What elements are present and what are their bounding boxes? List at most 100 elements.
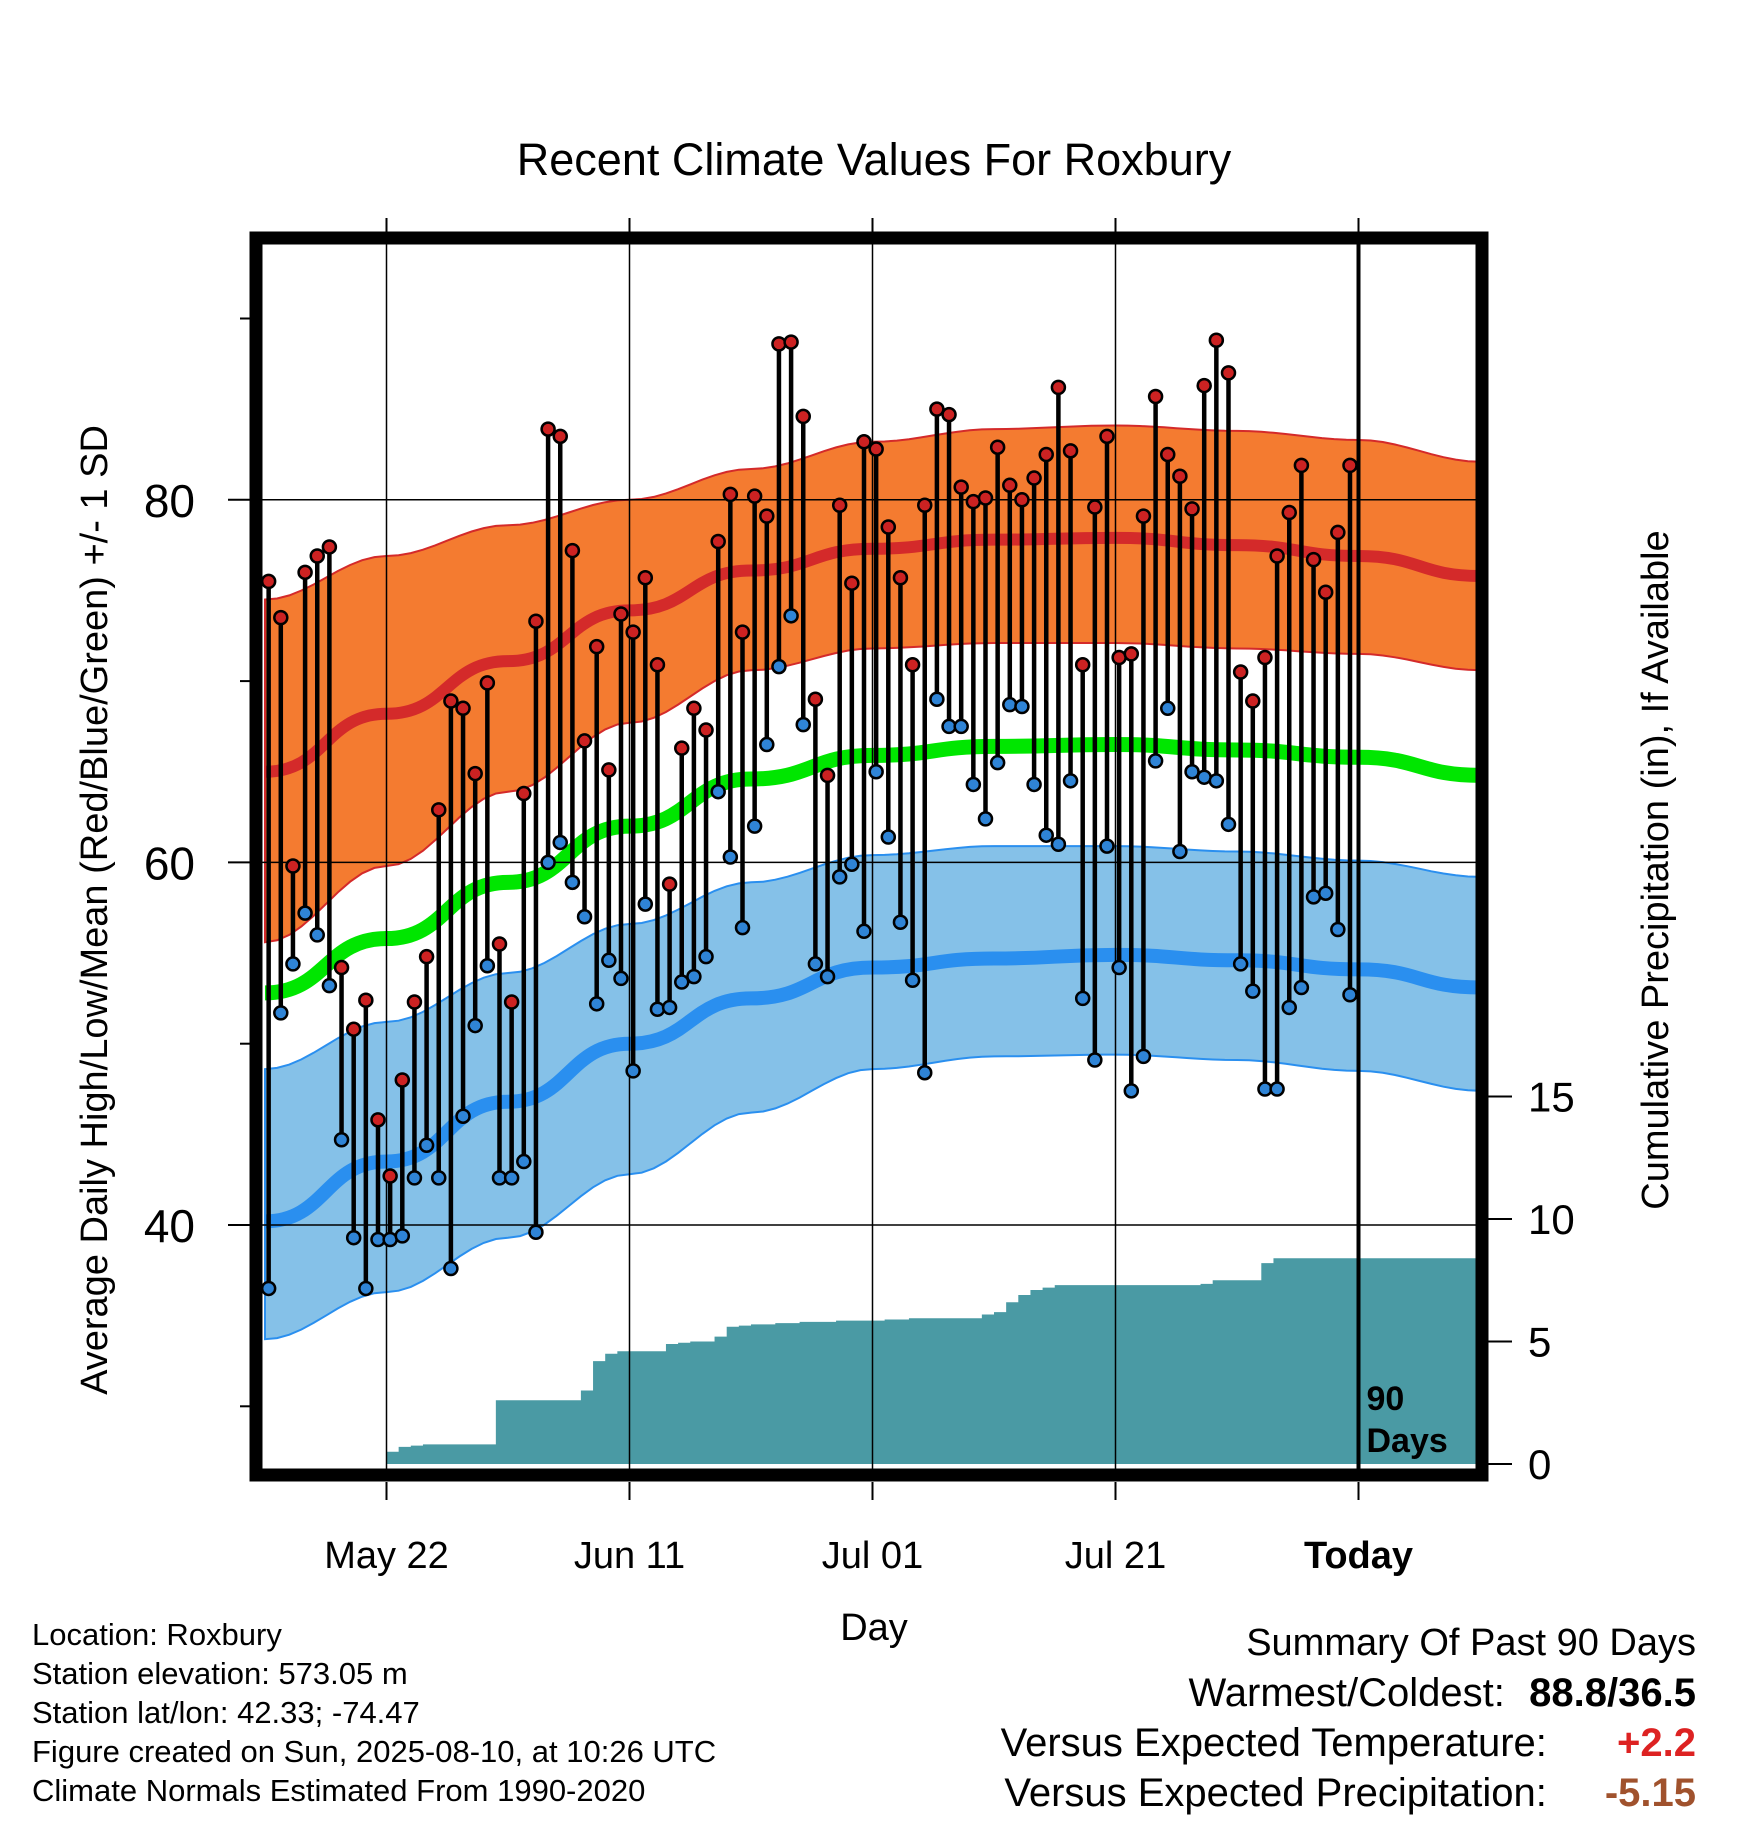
daily-low-point: [394, 1228, 411, 1244]
daily-high-point: [746, 488, 763, 504]
daily-high-point: [1002, 477, 1018, 494]
daily-high-point: [783, 334, 799, 350]
daily-high-point: [904, 657, 921, 673]
daily-high-point: [661, 876, 678, 892]
daily-low-point: [443, 1260, 459, 1277]
daily-low-point: [406, 1170, 423, 1186]
daily-high-point: [1281, 504, 1297, 521]
daily-low-point: [1014, 698, 1030, 715]
daily-low-point: [904, 972, 921, 988]
daily-low-point: [588, 996, 605, 1012]
daily-high-point: [1208, 332, 1225, 349]
y-tick-label: 40: [144, 1200, 195, 1252]
x-tick-label: Jun 11: [574, 1535, 685, 1577]
daily-low-point: [601, 952, 617, 969]
daily-low-point: [686, 968, 702, 985]
daily-high-point: [358, 992, 374, 1008]
x-tick-label: May 22: [324, 1535, 449, 1577]
x-tick-label: Today: [1304, 1535, 1413, 1577]
x-tick-label: Jul 01: [822, 1535, 923, 1577]
station-elevation: Station elevation: 573.05 m: [32, 1656, 408, 1691]
daily-low-point: [807, 956, 824, 972]
daily-low-point: [698, 948, 714, 965]
daily-high-point: [1172, 468, 1188, 484]
daily-high-point: [1099, 428, 1115, 445]
daily-high-point: [552, 428, 568, 445]
daily-high-point: [831, 497, 848, 513]
daily-high-point: [601, 762, 617, 778]
daily-low-point: [1087, 1052, 1103, 1068]
daily-high-point: [1135, 508, 1152, 524]
summary-panel: Summary Of Past 90 Days Warmest/Coldest:…: [1001, 1618, 1696, 1818]
daily-low-point: [783, 608, 799, 624]
precip-value: -5.15: [1604, 1771, 1696, 1815]
daily-high-point: [710, 533, 726, 550]
daily-high-point: [479, 675, 496, 691]
daily-high-point: [880, 519, 897, 535]
daily-low-point: [1123, 1083, 1140, 1099]
daily-low-point: [710, 783, 726, 800]
daily-high-point: [309, 548, 325, 564]
daily-low-point: [528, 1224, 544, 1241]
chart-title: Recent Climate Values For Roxbury: [517, 134, 1232, 185]
daily-low-point: [625, 1063, 641, 1079]
daily-low-point: [1026, 776, 1042, 793]
daily-high-point: [1293, 457, 1310, 474]
daily-high-point: [1147, 388, 1164, 405]
daily-high-point: [406, 994, 423, 1010]
daily-low-point: [1111, 959, 1127, 976]
daily-high-point: [1330, 524, 1346, 541]
daily-high-point: [1196, 377, 1212, 394]
daily-high-point: [868, 441, 884, 457]
daily-low-point: [273, 1005, 289, 1021]
daily-low-point: [1147, 753, 1164, 769]
daily-low-point: [722, 849, 739, 865]
daily-low-point: [1062, 773, 1079, 789]
daily-low-point: [989, 754, 1006, 771]
daily-low-point: [795, 716, 811, 733]
daily-low-point: [309, 927, 325, 943]
y-tick-label: 60: [144, 837, 195, 889]
daily-high-point: [625, 624, 641, 640]
y-tick-label: 80: [144, 475, 195, 527]
daily-high-point: [673, 740, 690, 756]
daily-low-point: [929, 691, 945, 707]
daily-high-point: [819, 767, 836, 784]
daily-low-point: [1159, 700, 1176, 717]
daily-high-point: [807, 691, 824, 707]
daily-high-point: [1014, 492, 1030, 508]
summary-temp-row: Versus Expected Temperature: +2.2: [1001, 1718, 1696, 1768]
daily-low-point: [1038, 827, 1054, 843]
temp-label: Versus Expected Temperature:: [1000, 1721, 1547, 1765]
daily-low-point: [564, 874, 581, 891]
summary-warmest-row: Warmest/Coldest: 88.8/36.5: [1001, 1668, 1697, 1718]
station-info: Location: Roxbury Station elevation: 573…: [32, 1615, 716, 1810]
daily-high-point: [1342, 457, 1358, 474]
daily-low-point: [1293, 979, 1310, 996]
daily-high-point: [1269, 548, 1285, 564]
daily-low-point: [734, 919, 751, 936]
daily-high-point: [285, 858, 301, 874]
daily-high-point: [1305, 551, 1322, 568]
daily-high-point: [370, 1112, 386, 1128]
daily-low-point: [1208, 773, 1225, 789]
daily-high-point: [503, 994, 520, 1010]
daily-high-point: [1159, 446, 1176, 463]
daily-high-point: [795, 408, 811, 425]
daily-high-point: [1050, 379, 1067, 396]
daily-high-point: [1232, 664, 1249, 680]
daily-high-point: [273, 609, 289, 626]
daily-low-point: [819, 968, 836, 985]
daily-low-point: [1184, 764, 1200, 780]
daily-high-point: [528, 613, 544, 630]
daily-low-point: [260, 1280, 277, 1297]
daily-low-point: [880, 829, 897, 845]
daily-high-point: [430, 802, 447, 818]
daily-low-point: [844, 856, 860, 872]
daily-low-point: [455, 1108, 471, 1124]
daily-low-point: [916, 1064, 933, 1081]
daily-low-point: [321, 977, 338, 994]
warmest-value: 88.8/36.5: [1529, 1671, 1696, 1715]
daily-low-point: [430, 1170, 447, 1186]
daily-high-point: [467, 765, 483, 782]
